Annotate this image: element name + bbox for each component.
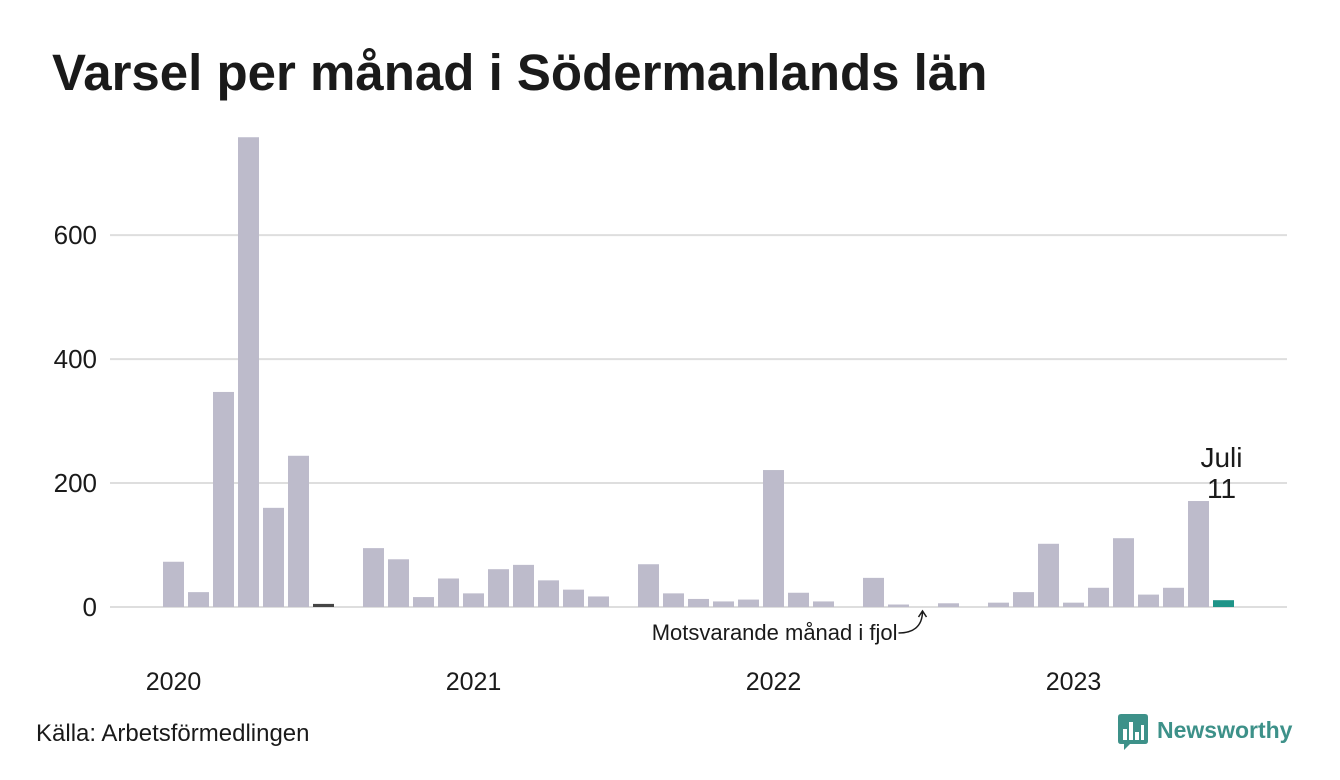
bar [688,598,709,607]
bar [1063,602,1084,607]
bar [1138,594,1159,607]
y-tick-label: 0 [83,592,97,622]
bar [363,548,384,607]
bar [513,564,534,607]
bar [438,578,459,607]
bar [863,577,884,607]
bar [663,593,684,607]
bar [888,604,909,607]
bar [588,596,609,607]
highlight-month-label: Juli [1200,442,1242,473]
highlight-value-label: 11 [1207,473,1236,504]
bar [488,569,509,607]
bar [538,580,559,607]
bar [1163,587,1184,607]
bar [563,589,584,607]
bar [763,470,784,607]
bar [213,391,234,607]
x-tick-label: 2022 [746,668,802,696]
bar [388,559,409,607]
bar [313,603,334,607]
bar [413,597,434,607]
bar [1213,600,1234,607]
annotation-arrow [898,609,928,634]
bar [1038,543,1059,607]
annotation-text: Motsvarande månad i fjol [652,620,898,645]
x-tick-label: 2023 [1046,668,1102,696]
y-tick-label: 200 [54,468,97,498]
bar [713,601,734,607]
chart-title: Varsel per månad i Södermanlands län [52,44,988,101]
bar [1088,587,1109,607]
bar [813,601,834,607]
bar [1013,592,1034,607]
bar [238,137,259,607]
x-tick-label: 2021 [446,668,502,696]
bar [188,592,209,607]
bar [1113,538,1134,607]
bar [988,602,1009,607]
bar [288,455,309,607]
y-tick-label: 600 [54,220,97,250]
bar [163,561,184,607]
logo-wordmark: Newsworthy [1157,717,1293,743]
bar [638,564,659,607]
source-credit: Källa: Arbetsförmedlingen [36,720,310,747]
bar [788,592,809,607]
x-tick-label: 2020 [146,668,202,696]
bar [463,593,484,607]
bar [263,507,284,607]
y-tick-label: 400 [54,344,97,374]
bar [738,599,759,607]
newsworthy-logo-icon [1118,714,1148,750]
bar [1188,501,1209,607]
bar [938,603,959,607]
